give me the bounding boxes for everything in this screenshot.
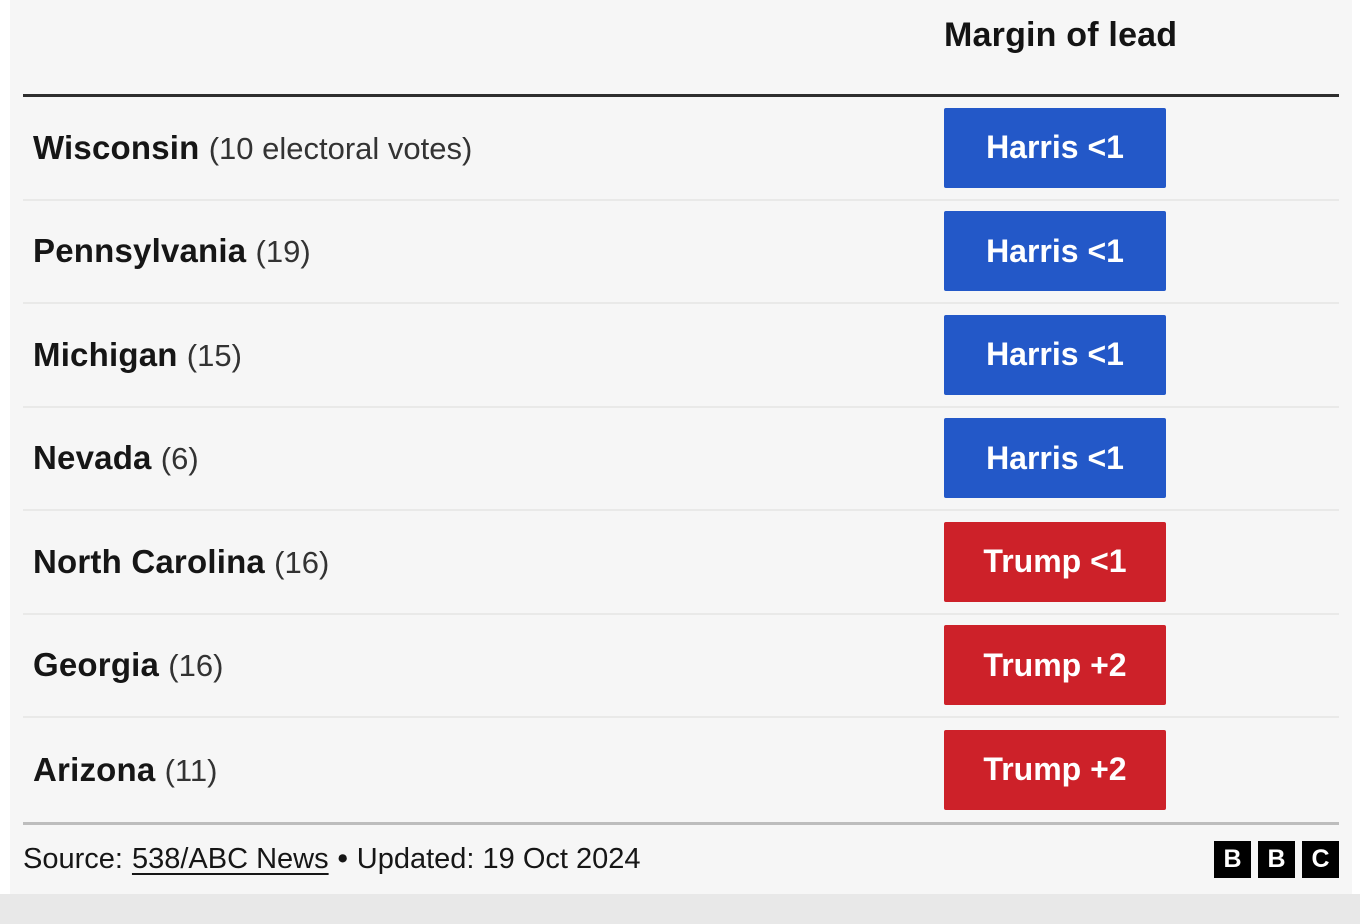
- source-prefix-label: Source:: [23, 842, 123, 875]
- table-header: Margin of lead: [23, 0, 1339, 97]
- state-label: Michigan (15): [33, 336, 242, 374]
- margin-badge: Trump +2: [944, 729, 1166, 810]
- electoral-votes: (19): [255, 234, 311, 270]
- table-row: Georgia (16) Trump +2: [23, 615, 1339, 718]
- margin-badge: Harris <1: [944, 314, 1166, 395]
- state-name: Wisconsin: [33, 128, 200, 166]
- table-row: Michigan (15) Harris <1: [23, 304, 1339, 408]
- state-label: Wisconsin (10 electoral votes): [33, 129, 472, 167]
- margin-badge: Trump +2: [944, 625, 1166, 706]
- left-edge-strip: [0, 0, 10, 894]
- electoral-votes: (15): [186, 337, 242, 373]
- source-link[interactable]: 538/ABC News: [131, 842, 329, 875]
- source-line: Source: 538/ABC News • Updated: 19 Oct 2…: [23, 843, 641, 876]
- state-label: Georgia (16): [33, 646, 223, 684]
- bullet-separator: •: [337, 842, 348, 875]
- state-label: Arizona (11): [33, 751, 217, 789]
- bbc-logo-letter: B: [1258, 840, 1295, 878]
- table-row: North Carolina (16) Trump <1: [23, 511, 1339, 615]
- electoral-votes: (6): [160, 441, 199, 477]
- state-name: Georgia: [33, 646, 160, 684]
- poll-table-card: Margin of lead Wisconsin (10 electoral v…: [10, 0, 1352, 894]
- footer: Source: 538/ABC News • Updated: 19 Oct 2…: [23, 821, 1339, 895]
- bbc-logo-letter: C: [1302, 840, 1339, 878]
- margin-column-header: Margin of lead: [944, 16, 1178, 54]
- table-row: Arizona (11) Trump +2: [23, 718, 1339, 822]
- right-edge-strip: [1352, 0, 1360, 894]
- table-row: Pennsylvania (19) Harris <1: [23, 201, 1339, 304]
- table-row: Wisconsin (10 electoral votes) Harris <1: [23, 97, 1339, 201]
- table-row: Nevada (6) Harris <1: [23, 408, 1339, 511]
- electoral-votes: (11): [164, 752, 218, 788]
- state-rows: Wisconsin (10 electoral votes) Harris <1…: [23, 97, 1339, 822]
- state-label: Pennsylvania (19): [33, 232, 311, 270]
- margin-badge: Harris <1: [944, 211, 1166, 292]
- state-name: Nevada: [33, 439, 152, 477]
- state-label: Nevada (6): [33, 439, 199, 477]
- state-name: Arizona: [33, 750, 156, 788]
- electoral-votes: (16): [274, 544, 330, 580]
- state-label: North Carolina (16): [33, 543, 329, 581]
- state-name: Michigan: [33, 335, 178, 373]
- state-name: North Carolina: [33, 542, 265, 580]
- electoral-votes: (16): [168, 648, 224, 684]
- table-inner: Margin of lead Wisconsin (10 electoral v…: [23, 0, 1339, 894]
- state-name: Pennsylvania: [33, 232, 247, 270]
- margin-badge: Harris <1: [944, 418, 1166, 499]
- margin-badge: Harris <1: [944, 107, 1166, 188]
- margin-badge: Trump <1: [944, 521, 1166, 602]
- updated-text: Updated: 19 Oct 2024: [356, 842, 641, 875]
- electoral-votes: (10 electoral votes): [208, 130, 473, 166]
- bbc-logo-letter: B: [1214, 840, 1251, 878]
